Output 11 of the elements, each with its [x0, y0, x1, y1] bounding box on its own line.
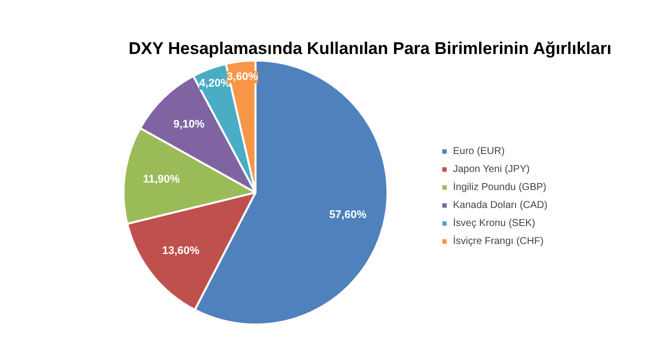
legend-label: Euro (EUR) — [453, 145, 505, 157]
data-label: 11,90% — [142, 174, 180, 186]
legend-label: Kanada Doları (CAD) — [453, 199, 548, 211]
legend-label: İsviçre Frangı (CHF) — [453, 235, 544, 247]
data-label: 13,60% — [162, 245, 200, 258]
legend-label: İngiliz Poundu (GBP) — [453, 181, 546, 193]
data-label: 57,60% — [329, 208, 367, 221]
legend-label: İsveç Kronu (SEK) — [453, 217, 536, 229]
chart-title: DXY Hesaplamasında Kullanılan Para Birimlerinin Ağırlıkları — [128, 39, 612, 58]
legend-label: Japon Yeni (JPY) — [453, 163, 530, 175]
data-label: 9,10% — [173, 118, 205, 131]
